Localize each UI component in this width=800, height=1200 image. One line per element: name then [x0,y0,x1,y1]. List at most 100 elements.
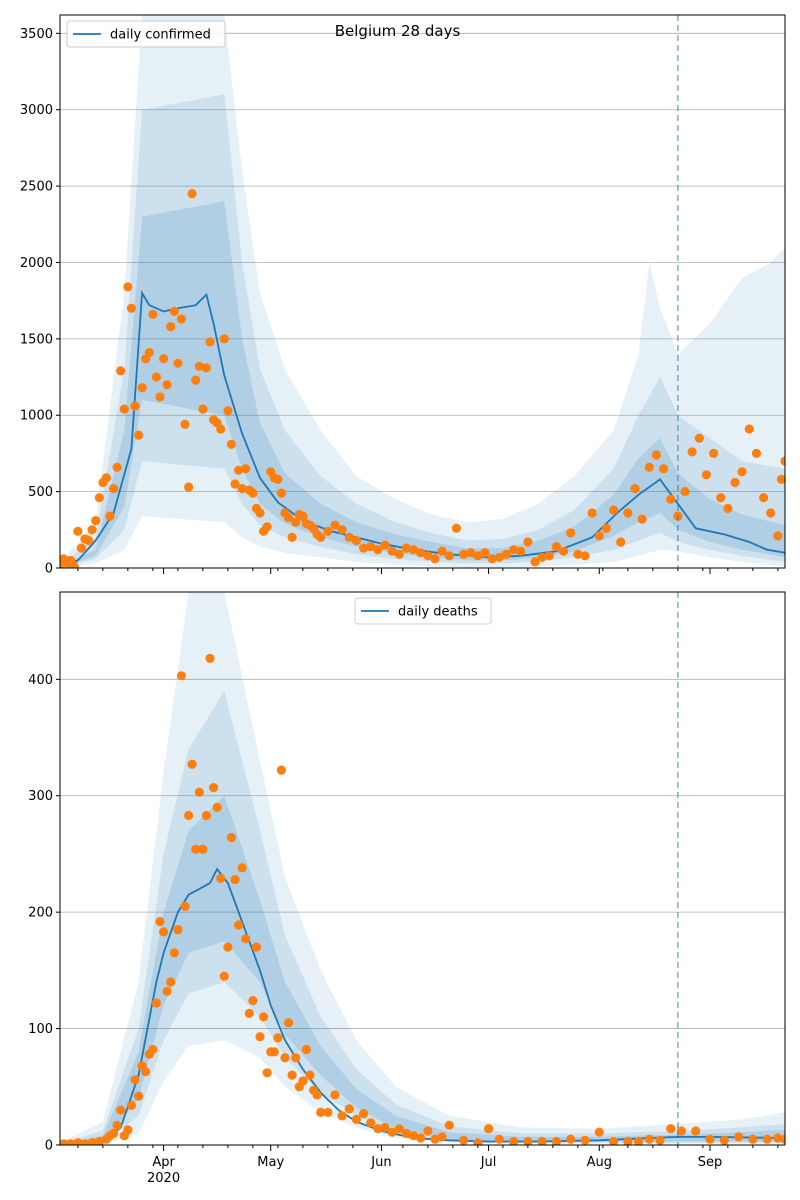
observed-point [337,525,347,535]
observed-point [480,548,490,558]
observed-point [551,1136,561,1145]
observed-point [137,383,147,393]
observed-point [444,551,454,561]
observed-point [219,971,229,981]
observed-point [644,1134,654,1144]
confirmed-panel: 0 500 1000 1500 2000 2500 3000 3500 Belgium 28 d… [20,14,786,577]
observed-point [705,1134,715,1144]
observed-point [401,543,411,553]
observed-point [344,532,354,543]
observed-point [184,482,194,492]
observed-point [101,473,111,483]
observed-point [251,942,261,952]
observed-point [291,1053,301,1063]
observed-point [484,1124,494,1134]
axes-frame [59,591,786,1146]
observed-point [180,901,190,911]
observed-point [187,759,197,769]
observed-point [151,372,161,382]
observed-point [234,920,244,930]
observed-point [751,448,762,458]
observed-point [151,998,161,1008]
observed-point [123,1125,133,1135]
observed-point [159,927,169,937]
observed-point [380,1122,390,1133]
observed-point [291,517,301,527]
observed-point [723,503,733,513]
observed-point [301,1044,311,1055]
observed-point [230,479,240,489]
observed-point [237,863,247,873]
observed-point [176,671,186,681]
observed-point [537,552,547,562]
observed-point [205,653,215,664]
observed-point [473,1138,483,1145]
y-tick-label: 1000 [20,409,53,424]
observed-point [651,450,662,460]
observed-point [169,948,179,958]
observed-point [373,1124,383,1134]
observed-point [323,526,333,536]
observed-point [116,1105,126,1115]
observed-point [359,543,369,553]
observed-point [230,875,240,885]
observed-point [559,546,569,556]
y-tick-label: 1500 [20,332,53,347]
observed-point [109,484,119,494]
y-tick-label: 200 [28,906,53,921]
chart-title: Belgium 28 days [335,22,461,40]
observed-point [451,523,461,533]
observed-point [373,545,383,555]
observed-point [780,456,785,466]
observed-point [262,1068,272,1078]
observed-point [94,493,104,503]
x-tick-sublabel: 2020 [147,1171,180,1186]
observed-point [255,1032,265,1042]
observed-point [166,322,176,332]
observed-point [423,551,433,561]
observed-point [459,1135,469,1145]
observed-point [73,526,83,536]
observed-point [223,942,233,952]
observed-point [709,448,719,458]
observed-point [430,554,440,564]
x-tick-label: Apr [152,1155,175,1170]
observed-point [87,525,97,535]
observed-point [687,447,697,457]
observed-point [280,1053,290,1063]
observed-point [359,1109,369,1119]
observed-point [126,1100,136,1110]
y-tick-label: 2500 [20,180,53,195]
observed-point [494,552,504,562]
y-tick-label: 0 [45,1139,53,1154]
observed-point [330,520,340,530]
observed-point [523,537,533,547]
observed-point [330,1090,340,1100]
observed-point [219,334,229,344]
observed-point [205,337,215,347]
legend: daily deaths [354,597,492,625]
observed-point [387,546,397,556]
observed-point [198,844,208,854]
observed-point [66,1139,76,1145]
observed-point [287,1070,297,1080]
observed-point [473,551,483,561]
axes-frame [59,14,786,569]
observed-point [459,549,469,559]
observed-point [776,474,785,484]
observed-point [255,508,265,518]
observed-point [144,348,154,358]
observed-point [276,488,286,498]
y-tick-label: 100 [28,1022,53,1037]
observed-point [623,1136,633,1145]
observed-point [241,934,251,944]
observed-point [566,1134,576,1144]
y-tick-label: 500 [28,485,53,500]
observed-point [701,470,712,480]
observed-point [351,535,361,546]
observed-point [366,542,376,552]
observed-point [644,462,654,472]
observed-point [762,1134,772,1144]
observed-point [276,765,286,775]
